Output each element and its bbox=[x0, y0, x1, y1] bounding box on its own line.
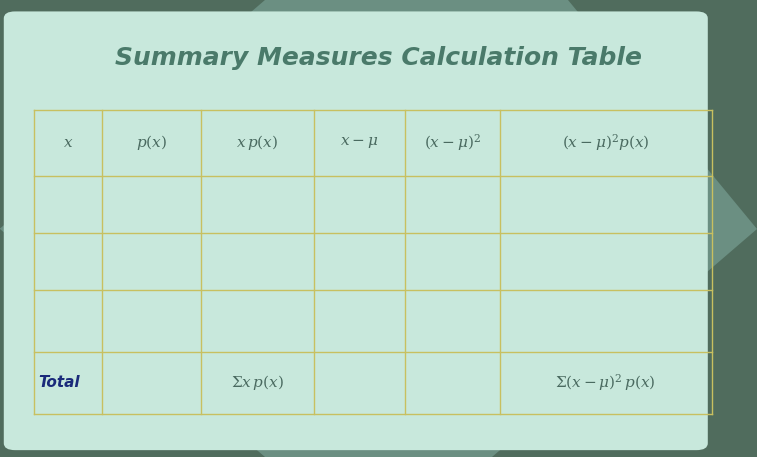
Text: $p(x)$: $p(x)$ bbox=[136, 133, 167, 152]
Text: Summary Measures Calculation Table: Summary Measures Calculation Table bbox=[115, 46, 642, 70]
FancyBboxPatch shape bbox=[4, 11, 708, 450]
Polygon shape bbox=[0, 0, 265, 228]
Text: $(x-\mu)^2 p(x)$: $(x-\mu)^2 p(x)$ bbox=[562, 133, 650, 153]
Text: $x-\mu$: $x-\mu$ bbox=[341, 135, 378, 150]
Text: $\Sigma x\,p(x)$: $\Sigma x\,p(x)$ bbox=[231, 373, 284, 392]
Text: Total: Total bbox=[38, 375, 79, 390]
Text: $(x-\mu)^2$: $(x-\mu)^2$ bbox=[424, 133, 481, 153]
Polygon shape bbox=[492, 228, 757, 457]
Text: $x\,p(x)$: $x\,p(x)$ bbox=[236, 133, 279, 152]
Polygon shape bbox=[0, 228, 265, 457]
Polygon shape bbox=[568, 0, 757, 228]
Text: $x$: $x$ bbox=[63, 135, 73, 150]
Text: $\Sigma(x-\mu)^2\,p(x)$: $\Sigma(x-\mu)^2\,p(x)$ bbox=[556, 372, 656, 393]
